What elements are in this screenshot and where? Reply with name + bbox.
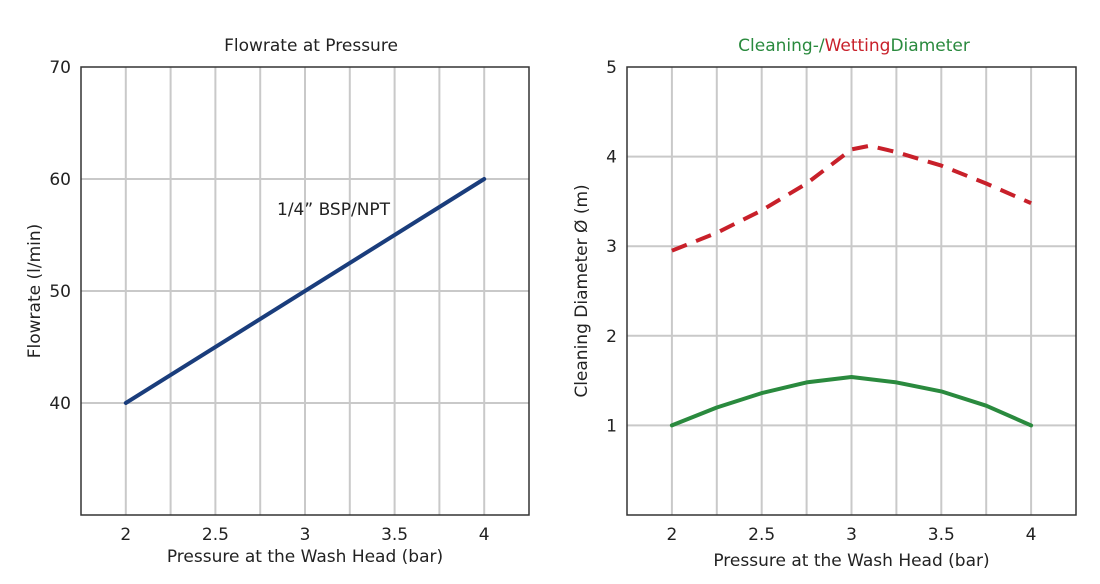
chart-1-plot-frame [80, 66, 530, 516]
chart-2-y-tick-label: 2 [606, 327, 617, 347]
chart-1-x-axis-label: Pressure at the Wash Head (bar) [167, 547, 443, 567]
chart-2-x-tick-label: 2.5 [748, 525, 775, 545]
chart-1-x-tick-label: 2 [120, 525, 131, 545]
chart-2-title: Cleaning-/WettingDiameter [738, 36, 970, 56]
chart-2-series-line-2 [669, 375, 1034, 428]
chart-2-y-tick-label: 1 [606, 416, 617, 436]
chart-2-title-part-1: Cleaning-/ [738, 36, 825, 56]
chart-2-x-tick-label: 3.5 [928, 525, 955, 545]
chart-2-x-tick-label: 2 [666, 525, 677, 545]
chart-1-x-tick-label: 3 [300, 525, 311, 545]
chart-2-y-axis-label: Cleaning Diameter Ø (m) [572, 184, 592, 397]
chart-1-annotation: 1/4” BSP/NPT [277, 200, 391, 220]
chart-2-series-line-1 [671, 143, 1032, 253]
chart-1-title: Flowrate at Pressure [224, 36, 398, 56]
chart-2-y-tick-label: 3 [606, 237, 617, 257]
chart-1-series-line-1 [123, 177, 487, 405]
chart-1-x-tick-label: 4 [479, 525, 490, 545]
chart-2-y-tick-label: 4 [606, 148, 617, 168]
chart-1-y-tick-label: 60 [49, 170, 71, 190]
chart-2-title-part-3: Diameter [890, 36, 969, 56]
chart-2-y-tick-label: 5 [606, 58, 617, 78]
chart-2-plot-frame [626, 66, 1077, 516]
chart-1-x-tick-label: 3.5 [381, 525, 408, 545]
chart-2-x-tick-label: 4 [1026, 525, 1037, 545]
chart-1-x-tick-label: 2.5 [202, 525, 229, 545]
chart-2-x-tick-label: 3 [846, 525, 857, 545]
chart-1-y-tick-label: 50 [49, 282, 71, 302]
chart-2-title-part-2: Wetting [825, 36, 891, 56]
chart-1-y-tick-label: 40 [49, 394, 71, 414]
chart-2-x-axis-label: Pressure at the Wash Head (bar) [713, 551, 989, 571]
chart-1-y-axis-label: Flowrate (l/min) [25, 224, 45, 359]
chart-1-y-tick-label: 70 [49, 58, 71, 78]
